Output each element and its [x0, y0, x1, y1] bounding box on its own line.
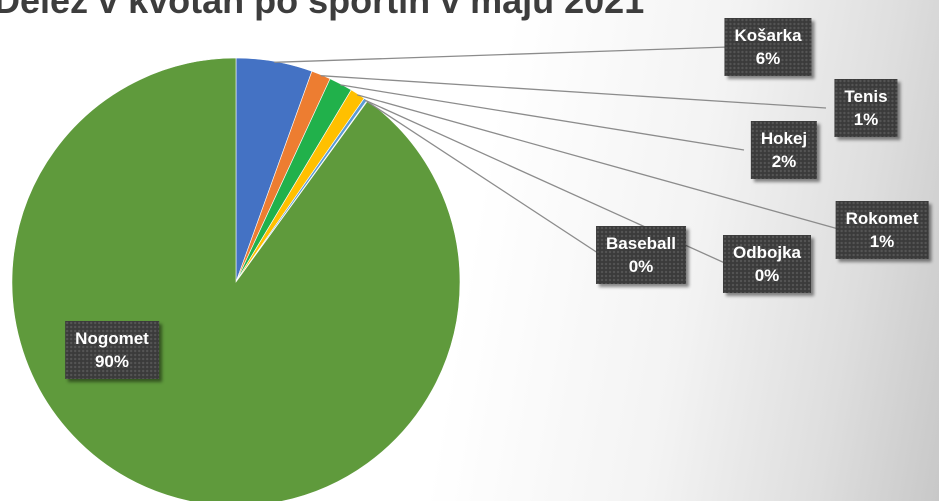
data-label-value: 1%: [869, 232, 895, 251]
data-label-value: 90%: [94, 352, 130, 371]
data-label-rokomet: Rokomet 1%: [835, 201, 929, 259]
data-label-value: 1%: [853, 110, 879, 129]
data-label-category: Odbojka: [732, 243, 802, 262]
data-label-odbojka: Odbojka 0%: [722, 235, 812, 293]
data-label-nogomet: Nogomet 90%: [65, 321, 159, 379]
data-label-category: Hokej: [760, 129, 808, 148]
data-label-category: Baseball: [606, 234, 676, 253]
data-label-value: 2%: [771, 152, 797, 171]
leader-line-kosarka: [274, 46, 729, 63]
data-label-tenis: Tenis 1%: [834, 79, 898, 137]
leader-line-hokej: [340, 84, 745, 151]
data-label-category: Nogomet: [75, 329, 149, 348]
data-label-value: 0%: [628, 257, 654, 276]
data-label-value: 0%: [754, 266, 780, 285]
data-label-value: 6%: [755, 49, 781, 68]
leader-line-tenis: [320, 75, 827, 109]
data-label-category: Košarka: [734, 26, 802, 45]
chart-title: Delež v kvotah po športih v maju 2021: [0, 0, 645, 21]
leader-line-baseball: [366, 100, 602, 256]
data-label-hokej: Hokej 2%: [750, 121, 818, 179]
leader-line-rokomet: [357, 94, 843, 231]
data-label-category: Rokomet: [845, 209, 919, 228]
data-label-baseball: Baseball 0%: [596, 226, 686, 284]
data-label-kosarka: Košarka 6%: [724, 18, 812, 76]
pie-slice-nogomet: [11, 57, 461, 501]
data-label-category: Tenis: [844, 87, 888, 106]
